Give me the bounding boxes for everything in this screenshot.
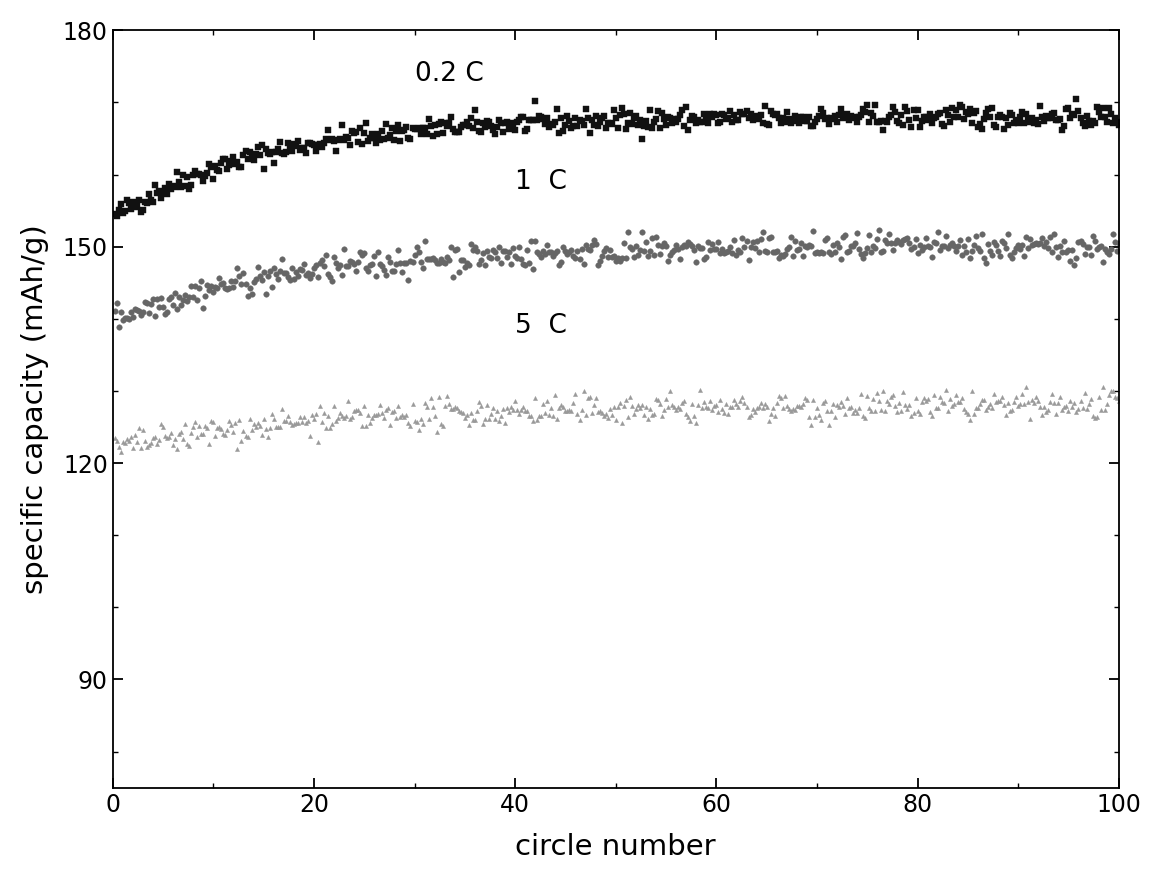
Text: 0.2 C: 0.2 C [415,61,483,86]
Y-axis label: specific capacity (mAh/g): specific capacity (mAh/g) [21,224,49,594]
X-axis label: circle number: circle number [516,833,716,861]
Text: 1  C: 1 C [515,169,567,195]
Text: 5  C: 5 C [515,313,567,340]
